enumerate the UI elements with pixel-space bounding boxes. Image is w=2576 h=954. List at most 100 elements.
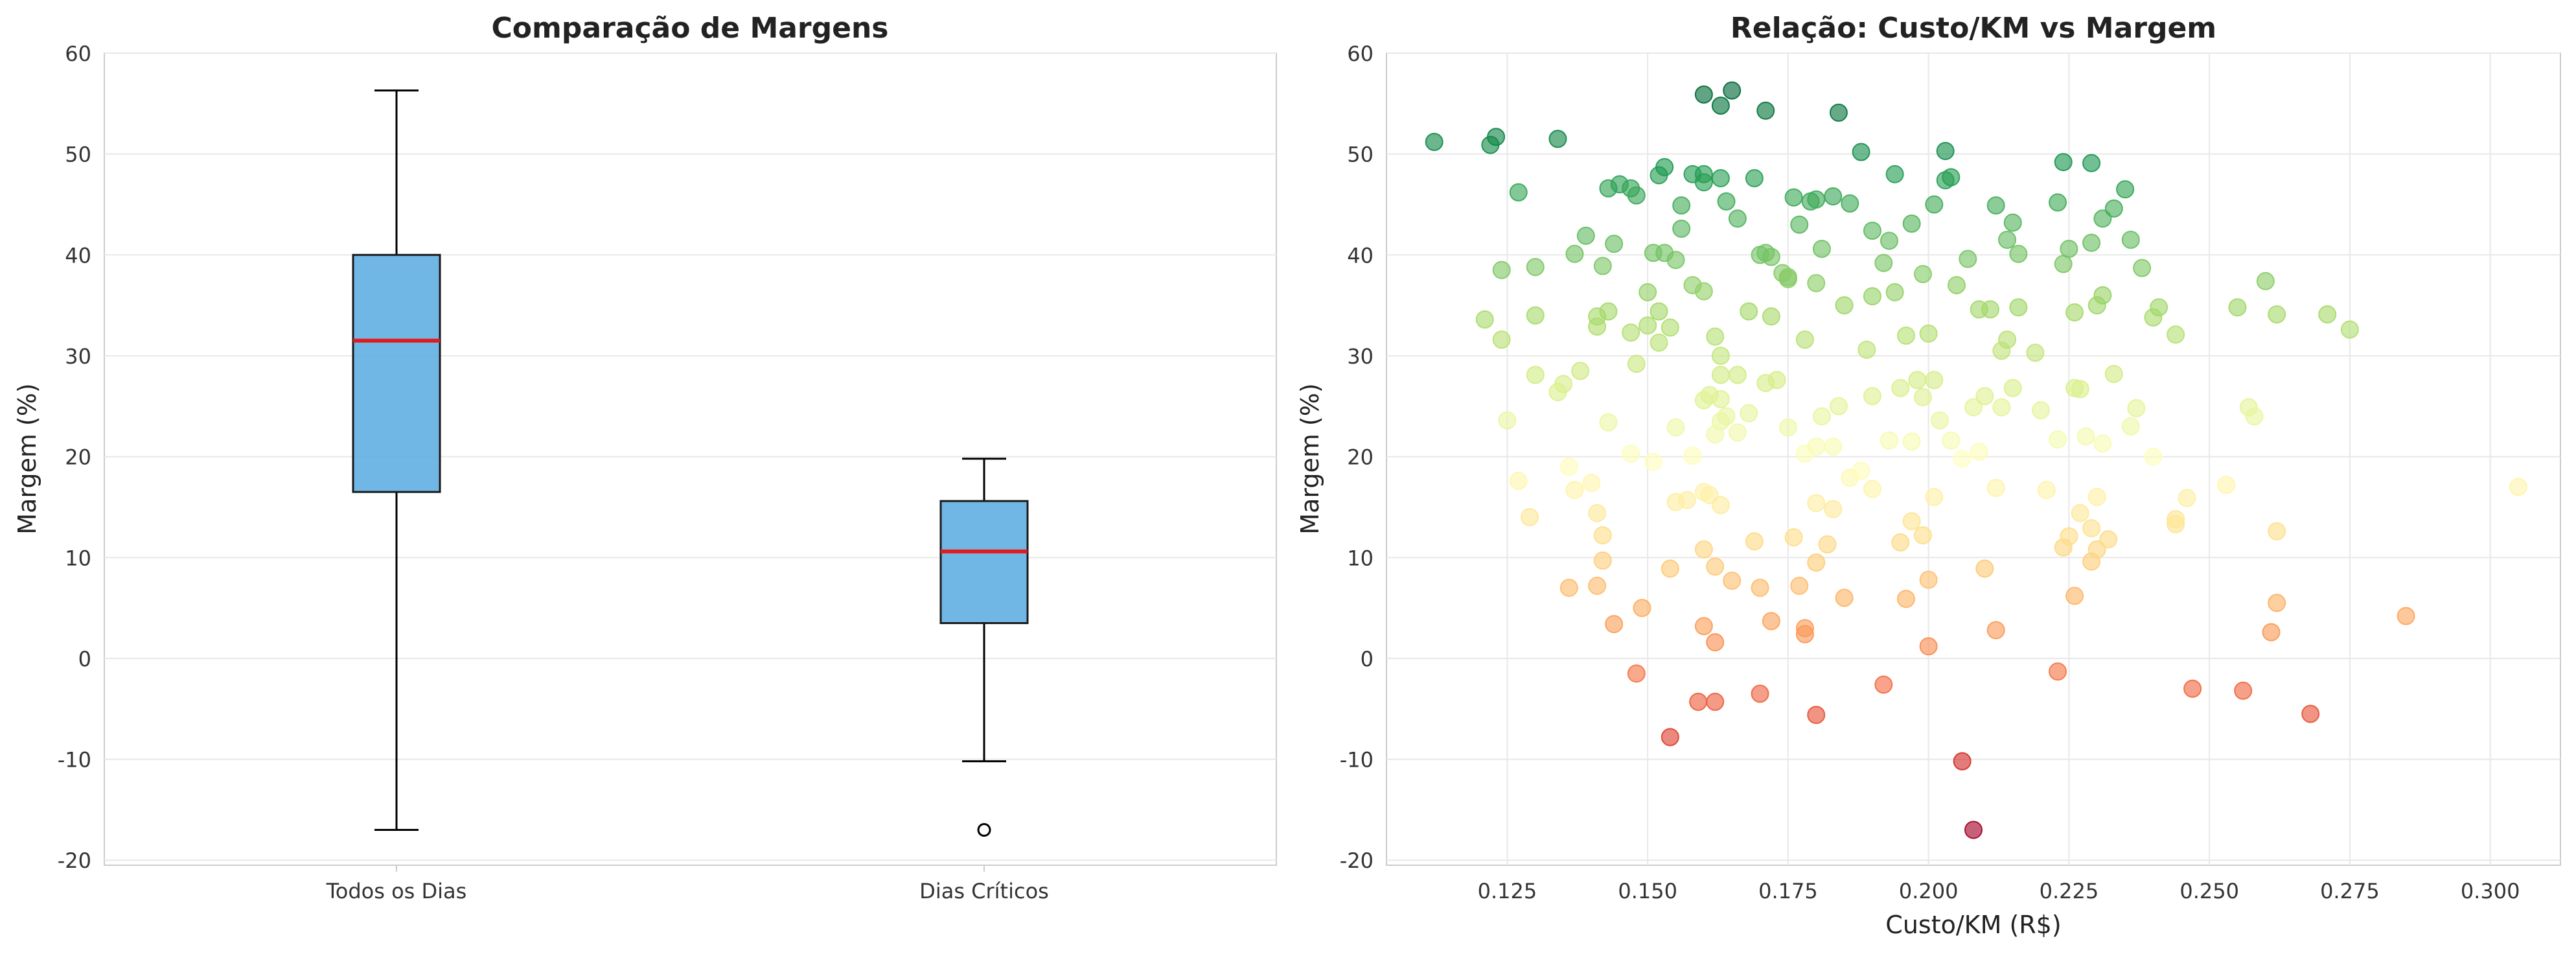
- scatter-point: [1548, 382, 1567, 401]
- scatter-point: [1959, 250, 1977, 268]
- scatter-point: [2093, 209, 2112, 228]
- scatter-point: [2116, 180, 2135, 199]
- scatter-point: [1835, 588, 1854, 607]
- scatter-point: [1677, 491, 1696, 509]
- scatter-point: [1723, 572, 1742, 590]
- scatter-point: [2054, 255, 2073, 273]
- scatter-x-ticks: 0.125 0.150 0.175 0.200 0.225 0.250 0.275 0.300: [1478, 879, 2520, 903]
- scatter-plot-area: [1386, 52, 2561, 866]
- scatter-x-tick-label: 0.200: [1899, 879, 1959, 903]
- scatter-point: [1947, 276, 1966, 294]
- scatter-y-axis-label: Margem (%): [1296, 383, 1324, 534]
- scatter-point: [1913, 264, 1932, 283]
- scatter-point: [2071, 380, 2089, 399]
- scatter-point: [1841, 194, 1859, 213]
- scatter-point: [1622, 323, 1640, 342]
- scatter-y-tick-label: 50: [1347, 143, 1374, 167]
- scatter-point: [1559, 578, 1578, 597]
- scatter-point: [1689, 692, 1708, 711]
- boxplot-boxes: [352, 89, 1029, 837]
- scatter-point: [1644, 244, 1662, 262]
- scatter-point: [1925, 487, 1944, 506]
- scatter-point: [1818, 535, 1837, 554]
- scatter-point: [1919, 324, 1938, 343]
- scatter-point: [2234, 681, 2253, 700]
- scatter-point: [1548, 130, 1567, 148]
- scatter-x-tick-label: 0.225: [2040, 879, 2099, 903]
- scatter-y-tick-label: 10: [1347, 546, 1374, 570]
- scatter-point: [1740, 404, 1758, 423]
- scatter-point: [1790, 215, 1809, 234]
- scatter-x-tick-label: 0.250: [2179, 879, 2239, 903]
- scatter-point: [1874, 675, 1893, 694]
- scatter-gridlines: [1386, 52, 2560, 865]
- scatter-point: [1661, 559, 1679, 578]
- scatter-point: [1509, 183, 1528, 202]
- scatter-point: [1762, 307, 1780, 326]
- boxplot-y-tick-label: 10: [65, 546, 91, 570]
- scatter-point: [1639, 283, 1657, 301]
- scatter-point: [1992, 398, 2011, 417]
- scatter-point: [1711, 496, 1730, 515]
- scatter-point: [1807, 273, 1826, 292]
- scatter-point: [1492, 331, 1511, 349]
- boxplot-y-tick-label: -20: [58, 848, 91, 873]
- scatter-y-tick-label: 0: [1361, 647, 1374, 671]
- scatter-title: Relação: Custo/KM vs Margem: [1731, 12, 2216, 45]
- boxplot-y-tick-label: 0: [78, 647, 91, 671]
- boxplot-box: [939, 500, 1029, 624]
- scatter-point: [1807, 553, 1826, 572]
- scatter-point: [2065, 303, 2084, 322]
- scatter-point: [2397, 607, 2415, 625]
- scatter-point: [1902, 215, 1921, 233]
- scatter-point: [1925, 371, 1944, 390]
- scatter-point: [1975, 559, 1994, 578]
- scatter-point: [1964, 820, 1983, 839]
- scatter-point: [1986, 196, 2005, 215]
- scatter-point: [1812, 407, 1831, 426]
- scatter-point: [1728, 209, 1747, 228]
- scatter-point: [1767, 371, 1786, 390]
- boxplot-plot-area: [104, 52, 1277, 866]
- scatter-point: [2026, 343, 2045, 362]
- scatter-point: [2217, 476, 2236, 494]
- scatter-point: [1930, 411, 1949, 430]
- scatter-point: [1588, 576, 1607, 595]
- scatter-point: [2178, 489, 2196, 507]
- scatter-point: [1694, 85, 1713, 104]
- scatter-point: [1970, 300, 1988, 319]
- scatter-point: [1706, 633, 1725, 652]
- scatter-point: [1711, 96, 1730, 115]
- scatter-point: [1599, 413, 1618, 432]
- scatter-point: [1762, 248, 1780, 266]
- scatter-point: [1717, 192, 1736, 211]
- scatter-point: [1863, 387, 1881, 406]
- scatter-point: [2087, 540, 2106, 559]
- scatter-point: [1807, 190, 1826, 209]
- scatter-point: [1593, 526, 1612, 545]
- scatter-point: [1694, 391, 1713, 410]
- scatter-point: [2104, 199, 2123, 218]
- scatter-point: [1571, 362, 1590, 380]
- scatter-point: [2076, 427, 2095, 446]
- scatter-y-tick-label: -20: [1340, 848, 1374, 873]
- scatter-point: [1728, 366, 1747, 384]
- scatter-point: [1913, 526, 1932, 545]
- scatter-point: [2087, 487, 2106, 506]
- scatter-point: [2121, 230, 2140, 249]
- scatter-point: [1492, 261, 1511, 279]
- boxplot-y-tick-label: -10: [58, 748, 91, 773]
- scatter-point: [1694, 165, 1713, 183]
- scatter-point: [1723, 81, 1742, 100]
- scatter-point: [1700, 485, 1719, 504]
- scatter-point: [2049, 662, 2067, 681]
- scatter-points: [1425, 81, 2527, 839]
- scatter-point: [1790, 576, 1809, 595]
- scatter-point: [1942, 431, 1961, 450]
- scatter-y-tick-label: 60: [1347, 41, 1374, 66]
- scatter-point: [1919, 570, 1938, 589]
- scatter-point: [1975, 387, 1994, 406]
- scatter-point: [1998, 230, 2017, 249]
- scatter-point: [1605, 235, 1624, 253]
- scatter-x-tick-label: 0.150: [1618, 879, 1677, 903]
